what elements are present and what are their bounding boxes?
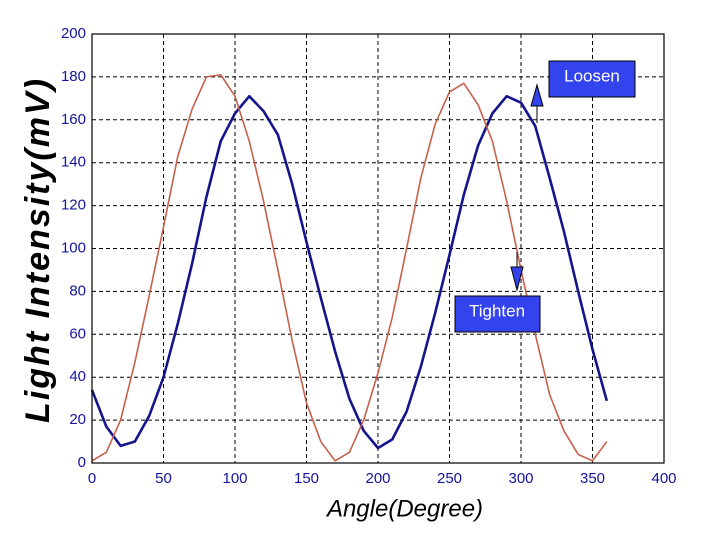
y-tick-label: 80: [69, 282, 86, 299]
arrow-head: [530, 83, 544, 107]
series-line: [90, 94, 609, 450]
annotation-box: [454, 295, 541, 333]
y-tick-label: 160: [61, 111, 86, 128]
x-tick-label: 50: [155, 470, 172, 487]
annotation: Tighten: [469, 301, 525, 320]
annotation-box: [548, 60, 636, 98]
x-tick-label: 200: [365, 470, 390, 487]
x-tick-label: 0: [88, 470, 96, 487]
y-tick-label: 180: [61, 68, 86, 85]
x-tick-label: 350: [580, 470, 605, 487]
x-axis-label: Angle(Degree): [325, 495, 483, 522]
x-tick-label: 300: [508, 470, 533, 487]
x-tick-label: 400: [651, 470, 676, 487]
y-tick-label: 100: [61, 239, 86, 256]
x-tick-label: 150: [294, 470, 319, 487]
y-tick-label: 40: [69, 368, 86, 385]
x-tick-label: 250: [437, 470, 462, 487]
y-tick-label: 140: [61, 154, 86, 171]
x-tick-label: 100: [222, 470, 247, 487]
y-axis-label: Light Intensity(mV): [19, 77, 57, 423]
plot-frame: [91, 33, 665, 464]
y-tick-label: 200: [61, 25, 86, 42]
annotation: Loosen: [564, 66, 620, 85]
y-tick-label: 60: [69, 325, 86, 342]
y-tick-label: 120: [61, 197, 86, 214]
arrow-head: [510, 266, 524, 292]
y-tick-label: 0: [78, 454, 86, 471]
y-tick-label: 20: [69, 411, 86, 428]
